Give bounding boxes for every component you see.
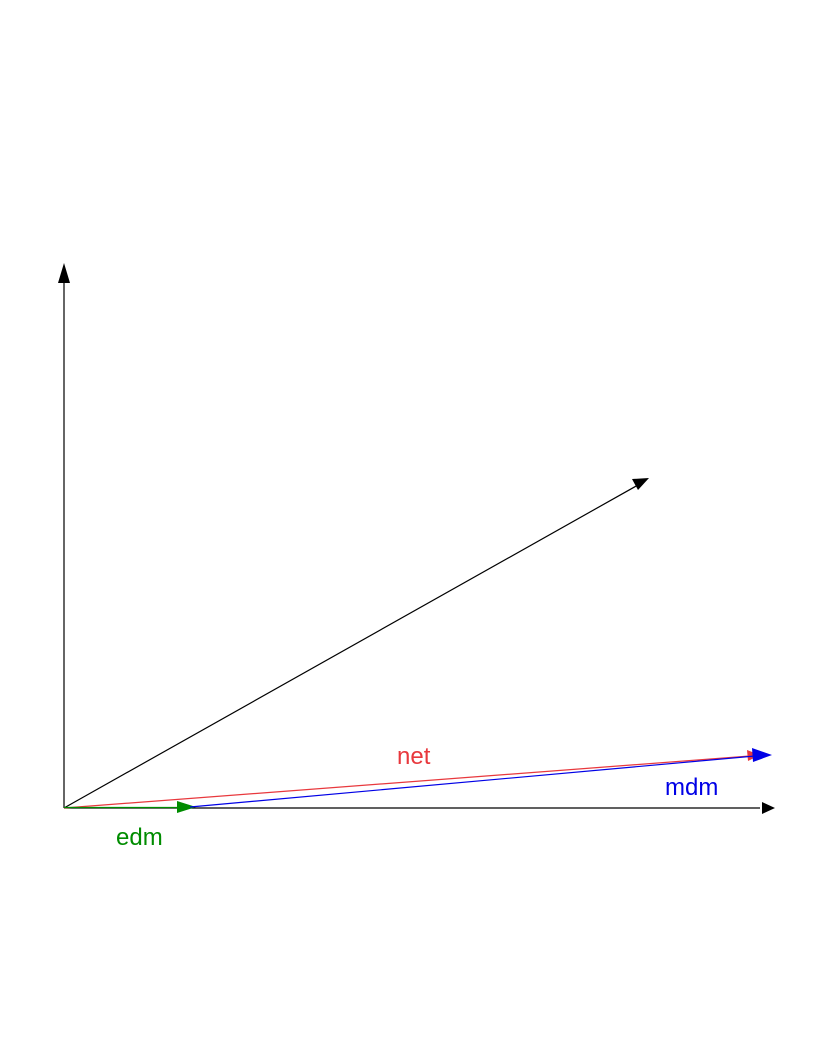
mdm-vector-line: [189, 755, 756, 808]
diagonal-vector-arrowhead: [632, 478, 649, 490]
edm-vector-arrowhead: [177, 801, 196, 813]
edm-label: edm: [116, 824, 163, 851]
x-axis-arrowhead: [762, 802, 775, 814]
diagonal-vector: [63, 478, 649, 809]
diagonal-vector-line: [63, 484, 639, 809]
net-vector-line: [63, 755, 751, 809]
net-label: net: [397, 743, 431, 770]
mdm-vector-arrowhead: [752, 748, 772, 762]
mdm-vector: [189, 748, 772, 808]
y-axis: [58, 263, 70, 808]
mdm-label: mdm: [665, 774, 718, 801]
edm-vector: [64, 801, 196, 813]
y-axis-arrowhead: [58, 263, 70, 283]
